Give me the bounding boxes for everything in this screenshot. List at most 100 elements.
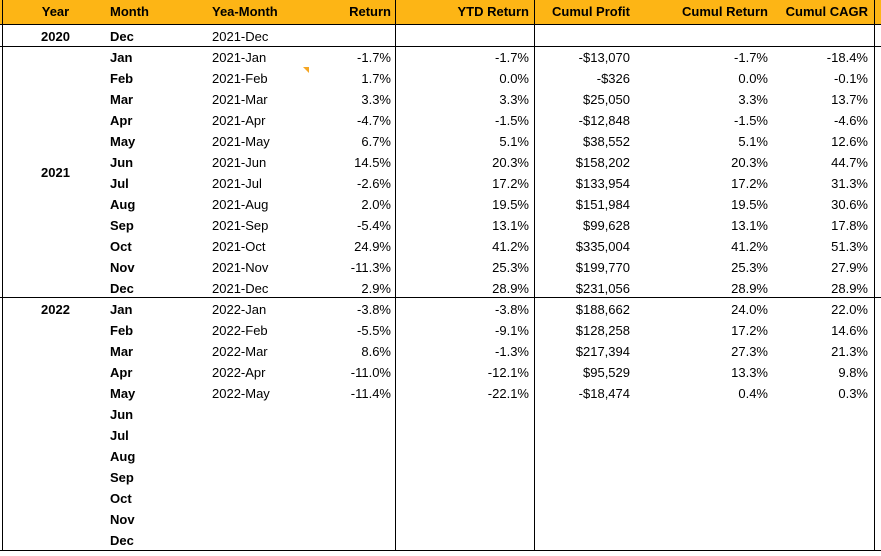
ytd-return-cell[interactable]: -1.7% <box>495 50 529 65</box>
return-cell[interactable]: 6.7% <box>361 134 391 149</box>
cumul-cagr-cell[interactable] <box>775 530 868 551</box>
cumul-profit-cell[interactable]: $95,529 <box>583 365 630 380</box>
year-month-cell[interactable] <box>212 467 312 488</box>
cumul-cagr-cell[interactable] <box>775 446 868 467</box>
cumul-cagr-cell[interactable]: -18.4% <box>826 50 868 65</box>
ytd-return-cell[interactable]: 19.5% <box>492 197 529 212</box>
return-cell[interactable]: -1.7% <box>357 50 391 65</box>
return-cell[interactable]: -11.4% <box>350 386 391 401</box>
cumul-profit-cell[interactable] <box>540 26 630 47</box>
ytd-return-cell[interactable] <box>400 425 529 446</box>
ytd-return-cell[interactable]: 17.2% <box>492 176 529 191</box>
month-cell[interactable]: Dec <box>110 281 134 296</box>
cumul-return-cell[interactable]: -1.5% <box>734 113 768 128</box>
return-cell[interactable]: 3.3% <box>361 92 391 107</box>
cumul-return-cell[interactable] <box>640 446 768 467</box>
cumul-cagr-cell[interactable] <box>775 467 868 488</box>
cumul-cagr-cell[interactable] <box>775 425 868 446</box>
ytd-return-cell[interactable]: -1.5% <box>495 113 529 128</box>
cumul-return-cell[interactable]: 28.9% <box>731 281 768 296</box>
cumul-cagr-cell[interactable]: 28.9% <box>831 281 868 296</box>
ytd-return-cell[interactable] <box>400 488 529 509</box>
cumul-profit-cell[interactable] <box>540 446 630 467</box>
cumul-cagr-cell[interactable]: 22.0% <box>831 302 868 317</box>
cumul-profit-cell[interactable]: $217,394 <box>575 344 630 359</box>
cumul-cagr-cell[interactable]: 9.8% <box>838 365 868 380</box>
header-return[interactable]: Return <box>349 4 391 19</box>
cumul-return-cell[interactable]: 41.2% <box>731 239 768 254</box>
year-2021-label[interactable]: 2021 <box>41 165 70 180</box>
return-cell[interactable]: -3.8% <box>357 302 391 317</box>
cumul-profit-cell[interactable]: -$326 <box>596 71 630 86</box>
cumul-return-cell[interactable] <box>640 488 768 509</box>
header-cumul-profit[interactable]: Cumul Profit <box>552 4 630 19</box>
year-month-cell[interactable]: 2022-Jan <box>212 302 267 317</box>
cumul-profit-cell[interactable] <box>540 467 630 488</box>
ytd-return-cell[interactable] <box>400 530 529 551</box>
cumul-profit-cell[interactable] <box>540 488 630 509</box>
return-cell[interactable]: 1.7% <box>361 71 391 86</box>
ytd-return-cell[interactable]: -1.3% <box>495 344 529 359</box>
month-cell[interactable]: Mar <box>110 344 134 359</box>
year-month-cell[interactable] <box>212 404 312 425</box>
cumul-return-cell[interactable]: 24.0% <box>731 302 768 317</box>
ytd-return-cell[interactable]: 3.3% <box>499 92 529 107</box>
return-cell[interactable] <box>300 467 391 488</box>
year-month-cell[interactable]: 2021-May <box>212 134 270 149</box>
month-cell[interactable]: Nov <box>110 260 135 275</box>
cumul-profit-cell[interactable] <box>540 530 630 551</box>
return-cell[interactable] <box>300 26 391 47</box>
month-cell[interactable]: Jul <box>110 428 129 443</box>
cumul-cagr-cell[interactable] <box>775 26 868 47</box>
month-cell[interactable]: Oct <box>110 239 132 254</box>
cumul-return-cell[interactable]: 0.4% <box>738 386 768 401</box>
cumul-profit-cell[interactable]: $188,662 <box>575 302 630 317</box>
month-cell[interactable]: Apr <box>110 113 133 128</box>
cumul-return-cell[interactable] <box>640 425 768 446</box>
header-yea-month[interactable]: Yea-Month <box>212 4 278 19</box>
cumul-profit-cell[interactable]: $151,984 <box>575 197 630 212</box>
cumul-cagr-cell[interactable]: 51.3% <box>831 239 868 254</box>
cumul-profit-cell[interactable] <box>540 404 630 425</box>
cumul-cagr-cell[interactable]: 14.6% <box>831 323 868 338</box>
return-cell[interactable] <box>300 404 391 425</box>
ytd-return-cell[interactable]: 25.3% <box>492 260 529 275</box>
year-month-cell[interactable]: 2021-Dec <box>212 29 269 44</box>
ytd-return-cell[interactable]: -12.1% <box>487 365 529 380</box>
header-month[interactable]: Month <box>110 4 149 19</box>
return-cell[interactable]: -2.6% <box>357 176 391 191</box>
year-month-cell[interactable]: 2021-Nov <box>212 260 269 275</box>
header-ytd-return[interactable]: YTD Return <box>457 4 530 19</box>
cumul-return-cell[interactable]: -1.7% <box>734 50 768 65</box>
ytd-return-cell[interactable]: 13.1% <box>492 218 529 233</box>
comment-indicator[interactable] <box>303 67 309 73</box>
cumul-return-cell[interactable] <box>640 26 768 47</box>
month-cell[interactable]: Feb <box>110 323 134 338</box>
cumul-profit-cell[interactable]: $231,056 <box>575 281 630 296</box>
ytd-return-cell[interactable]: 41.2% <box>492 239 529 254</box>
cumul-profit-cell[interactable] <box>540 425 630 446</box>
month-cell[interactable]: Dec <box>110 29 134 44</box>
ytd-return-cell[interactable]: 0.0% <box>499 71 529 86</box>
year-month-cell[interactable] <box>212 425 312 446</box>
cumul-return-cell[interactable]: 20.3% <box>731 155 768 170</box>
ytd-return-cell[interactable] <box>400 404 529 425</box>
year-month-cell[interactable] <box>212 509 312 530</box>
month-cell[interactable]: Dec <box>110 533 134 548</box>
ytd-return-cell[interactable]: 28.9% <box>492 281 529 296</box>
month-cell[interactable]: Jan <box>110 302 133 317</box>
cumul-cagr-cell[interactable]: -4.6% <box>834 113 868 128</box>
month-cell[interactable]: May <box>110 386 136 401</box>
year-month-cell[interactable] <box>212 530 312 551</box>
return-cell[interactable] <box>300 530 391 551</box>
month-cell[interactable]: Sep <box>110 470 134 485</box>
month-cell[interactable]: Aug <box>110 449 136 464</box>
return-cell[interactable] <box>300 509 391 530</box>
cumul-return-cell[interactable] <box>640 404 768 425</box>
cumul-return-cell[interactable]: 17.2% <box>731 323 768 338</box>
year-month-cell[interactable]: 2021-Jun <box>212 155 267 170</box>
year-month-cell[interactable]: 2022-Apr <box>212 365 266 380</box>
year-month-cell[interactable]: 2021-Mar <box>212 92 268 107</box>
cumul-return-cell[interactable]: 5.1% <box>738 134 768 149</box>
cumul-cagr-cell[interactable]: 30.6% <box>831 197 868 212</box>
